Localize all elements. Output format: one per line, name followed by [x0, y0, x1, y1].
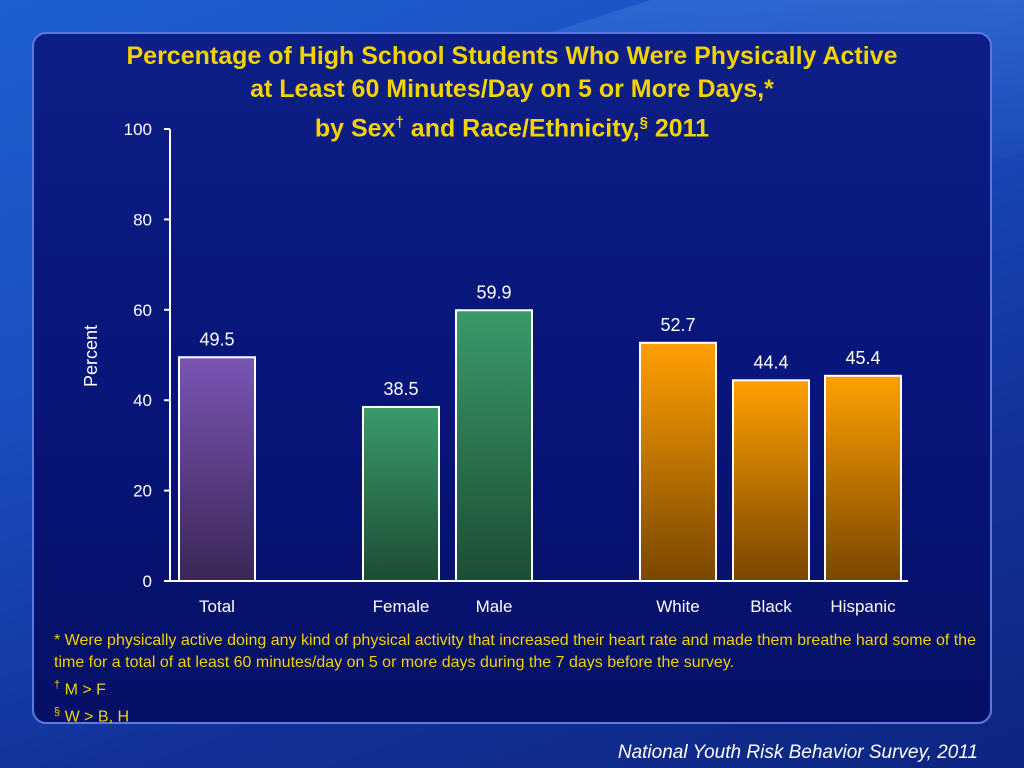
footnote-star: * Were physically active doing any kind … — [54, 632, 976, 671]
bar — [639, 341, 717, 582]
title-line-2: at Least 60 Minutes/Day on 5 or More Day… — [250, 75, 774, 103]
bar — [732, 379, 810, 583]
bar-value-label: 38.5 — [383, 379, 418, 399]
title-line-1: Percentage of High School Students Who W… — [126, 42, 898, 70]
title-line-3: by Sex† and Race/Ethnicity,§ 2011 — [40, 106, 984, 145]
title-by-sex: by Sex — [314, 114, 396, 143]
x-category-label: Female — [373, 597, 430, 616]
y-axis-label: Percent — [81, 325, 101, 387]
title-section: § — [639, 114, 648, 131]
bar-value-label: 49.5 — [199, 329, 234, 349]
bar-value-label: 45.4 — [845, 348, 880, 368]
bar — [362, 405, 440, 583]
footnote-dagger: † M > F — [54, 674, 994, 701]
title-race: and Race/Ethnicity, — [403, 114, 640, 143]
bar-value-label: 44.4 — [753, 352, 788, 372]
y-tick-label: 20 — [133, 482, 152, 501]
bar — [178, 356, 256, 583]
y-tick-label: 0 — [143, 572, 152, 591]
bar — [455, 309, 533, 582]
source-citation: National Youth Risk Behavior Survey, 201… — [617, 742, 978, 763]
footnote-section: § W > B, H — [54, 701, 994, 728]
x-category-label: Hispanic — [830, 597, 896, 616]
title-year: 2011 — [647, 114, 710, 143]
x-category-label: Total — [199, 597, 235, 616]
bar-value-label: 52.7 — [660, 315, 695, 335]
x-category-label: White — [656, 597, 699, 616]
chart-title: Percentage of High School Students Who W… — [40, 40, 984, 145]
footnote-dagger-mark: † — [54, 679, 61, 691]
y-tick-label: 80 — [133, 210, 152, 229]
bar-chart: 0 20 40 60 80 100 Percent 49.5 Total 38.5 Female 59… — [81, 120, 902, 616]
footnote-section-text: W > B, H — [60, 708, 130, 726]
y-tick-label: 40 — [133, 391, 152, 410]
y-tick-label: 60 — [133, 301, 152, 320]
bar-value-label: 59.9 — [476, 282, 511, 302]
title-dagger: † — [395, 114, 404, 131]
footnote-dagger-text: M > F — [60, 681, 106, 699]
x-category-label: Male — [476, 597, 513, 616]
x-category-label: Black — [750, 597, 792, 616]
footnotes: * Were physically active doing any kind … — [54, 630, 994, 729]
bar — [824, 374, 902, 582]
footnote-section-mark: § — [54, 706, 61, 719]
y-tick-label: 100 — [124, 120, 152, 139]
